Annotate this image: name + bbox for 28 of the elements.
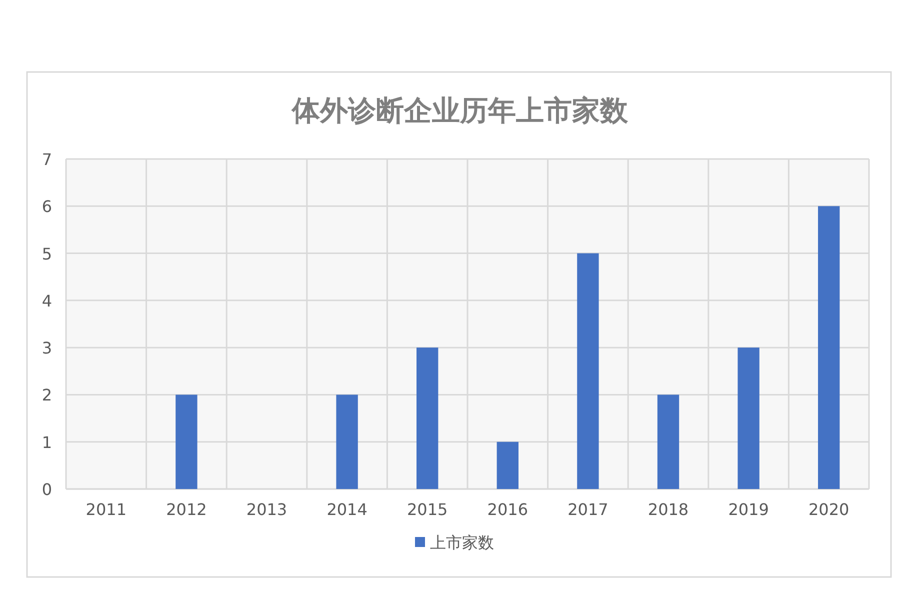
bar [577,253,599,489]
bar [176,394,198,489]
bar [336,394,358,489]
x-tick-label: 2019 [728,500,769,519]
x-tick-label: 2012 [166,500,207,519]
chart-title: 体外诊断企业历年上市家数 [291,94,629,127]
y-tick-label: 0 [42,480,52,499]
x-tick-label: 2018 [648,500,689,519]
x-tick-label: 2014 [326,500,368,519]
x-tick-label: 2011 [86,500,127,519]
bar [416,348,438,489]
y-tick-label: 3 [42,338,52,358]
bar [496,442,518,489]
x-tick-label: 2015 [406,500,448,519]
y-tick-label: 6 [42,197,52,216]
x-tick-label: 2016 [487,500,528,519]
bar [818,206,840,489]
legend-label: 上市家数 [430,533,494,552]
y-tick-label: 1 [42,432,52,452]
x-tick-label: 2020 [808,500,850,519]
y-tick-label: 2 [42,386,52,405]
bar [738,348,760,489]
x-tick-label: 2013 [246,500,288,519]
bar [657,394,680,489]
y-tick-label: 5 [42,244,52,264]
y-tick-label: 7 [42,150,52,169]
x-tick-label: 2017 [568,500,608,519]
y-tick-label: 4 [42,291,52,310]
